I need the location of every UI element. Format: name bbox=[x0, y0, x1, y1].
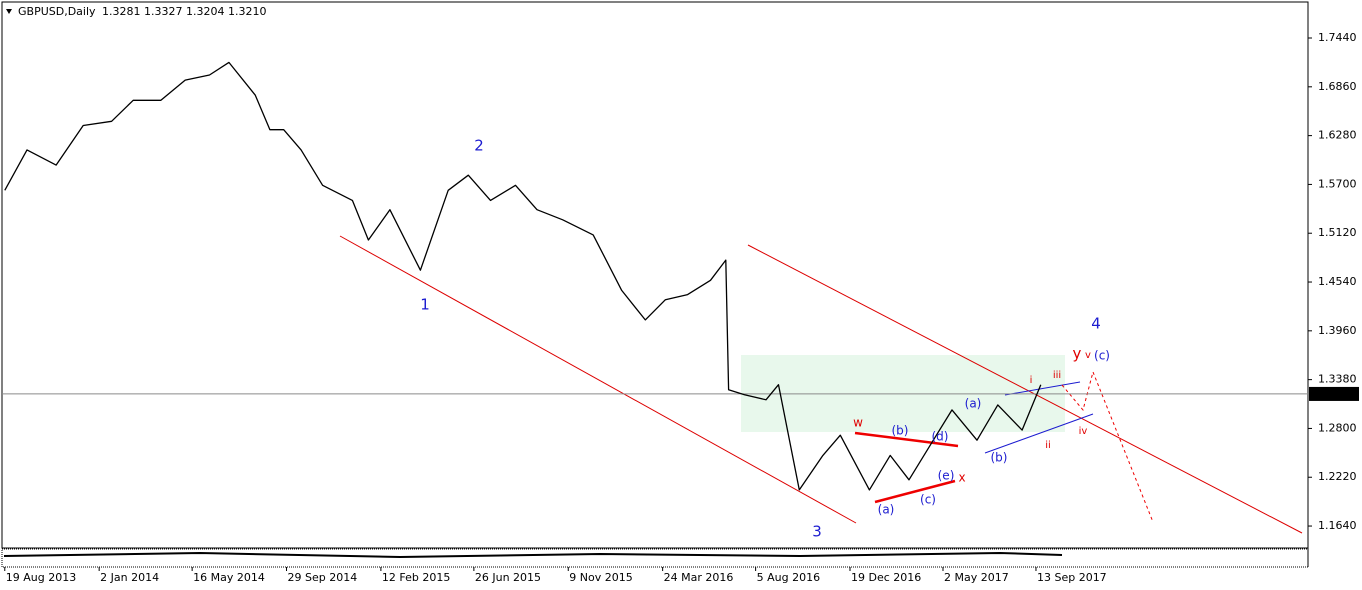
price-tag-label: 1.3210 bbox=[1317, 387, 1356, 400]
x-tick-label: 2 May 2017 bbox=[944, 571, 1009, 584]
channel-line bbox=[747, 244, 1303, 534]
trend-line bbox=[984, 413, 1094, 454]
y-tick-label: 1.2800 bbox=[1318, 421, 1357, 434]
wave-label: x bbox=[958, 471, 965, 485]
indicator-line bbox=[3, 551, 1063, 559]
x-tick-label: 29 Sep 2014 bbox=[288, 571, 358, 584]
price-line-series bbox=[4, 61, 1042, 491]
wave-label: v bbox=[1085, 350, 1091, 361]
wave-label: (b) bbox=[991, 451, 1008, 465]
trend-line bbox=[854, 431, 959, 448]
y-tick-label: 1.3960 bbox=[1318, 324, 1357, 337]
x-tick-label: 2 Jan 2014 bbox=[100, 571, 159, 584]
y-tick-label: 1.6860 bbox=[1318, 80, 1357, 93]
symbol: GBPUSD,Daily bbox=[18, 5, 96, 18]
y-tick-label: 1.5700 bbox=[1318, 177, 1357, 190]
x-tick-label: 16 May 2014 bbox=[193, 571, 265, 584]
wave-label: y bbox=[1073, 345, 1082, 363]
wave-label: (e) bbox=[938, 469, 955, 483]
y-tick-label: 1.5120 bbox=[1318, 226, 1357, 239]
x-tick-label: 12 Feb 2015 bbox=[382, 571, 450, 584]
x-tick-label: 19 Aug 2013 bbox=[6, 571, 76, 584]
y-tick-label: 1.4540 bbox=[1318, 275, 1357, 288]
menu-arrow[interactable] bbox=[6, 9, 12, 14]
wave-label: iii bbox=[1053, 370, 1061, 381]
wave-label: (c) bbox=[1094, 349, 1110, 363]
quote: 1.3281 1.3327 1.3204 1.3210 bbox=[102, 5, 266, 18]
wave-label: (b) bbox=[892, 424, 909, 438]
wave-label: (a) bbox=[965, 397, 982, 411]
y-tick-label: 1.7440 bbox=[1318, 31, 1357, 44]
x-tick-label: 13 Sep 2017 bbox=[1037, 571, 1107, 584]
y-tick-label: 1.1640 bbox=[1318, 519, 1357, 532]
x-tick-label: 9 Nov 2015 bbox=[569, 571, 632, 584]
annotations: 1 2 3 4 w x y (a) (b) (c) (d) (e) (a) (b… bbox=[420, 137, 1110, 541]
trend-line bbox=[1004, 381, 1081, 396]
wave-label: 2 bbox=[474, 137, 484, 155]
plot-frame bbox=[1, 1, 1309, 549]
wave-label: (c) bbox=[920, 493, 936, 507]
price-tag bbox=[1309, 386, 1359, 401]
wave-label: (a) bbox=[878, 503, 895, 517]
y-tick-label: 1.2220 bbox=[1318, 470, 1357, 483]
wave-label: (d) bbox=[932, 430, 949, 444]
wave-label: 4 bbox=[1091, 315, 1101, 333]
channel-line bbox=[339, 235, 857, 524]
wave-label: 1 bbox=[420, 296, 430, 314]
y-tick-label: 1.3380 bbox=[1318, 373, 1357, 386]
x-tick-label: 24 Mar 2016 bbox=[664, 571, 734, 584]
trend-line bbox=[874, 479, 956, 504]
x-tick-label: 26 Jun 2015 bbox=[475, 571, 541, 584]
wave-label: 3 bbox=[812, 523, 822, 541]
wave-label: iv bbox=[1079, 426, 1088, 437]
y-tick-label: 1.6280 bbox=[1318, 129, 1357, 142]
x-tick-label: 19 Dec 2016 bbox=[851, 571, 921, 584]
projection bbox=[1061, 370, 1154, 523]
wave-label: w bbox=[853, 416, 863, 430]
wave-label: i bbox=[1030, 375, 1033, 386]
x-tick-label: 5 Aug 2016 bbox=[757, 571, 820, 584]
wave-label: ii bbox=[1045, 440, 1051, 451]
indicator-panel bbox=[1, 548, 1309, 568]
